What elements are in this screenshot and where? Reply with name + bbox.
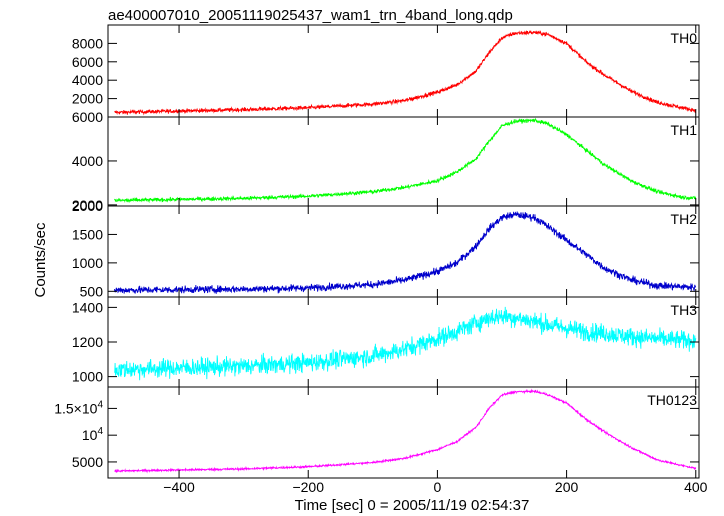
y-tick-label: 1000 xyxy=(72,369,103,385)
y-tick-label: 104 xyxy=(82,426,104,443)
panel-th2: 500 1000 1500 2000 TH2 xyxy=(72,198,700,299)
panel-frame xyxy=(107,386,700,479)
panel-th3: 1000 1200 1400 TH3 xyxy=(72,296,700,388)
series-line-th2 xyxy=(114,211,697,294)
series-name-th1: TH1 xyxy=(671,122,698,138)
series-line-th0123 xyxy=(114,388,697,474)
y-tick-label: 1.5×104 xyxy=(54,399,103,416)
x-tick-label: 0 xyxy=(434,479,442,495)
y-tick-label: 2000 xyxy=(72,91,103,107)
x-tick-label: 200 xyxy=(555,479,579,495)
x-axis: −400 −200 0 200 400 xyxy=(163,479,707,495)
panel-frame xyxy=(107,24,700,118)
y-tick-label: 4000 xyxy=(72,153,103,169)
y-tick-label: 5000 xyxy=(72,454,103,470)
y-tick-label: 1400 xyxy=(72,299,103,315)
y-tick-label: 8000 xyxy=(72,35,103,51)
series-line-th0 xyxy=(114,30,697,116)
y-tick-label: 6000 xyxy=(72,54,103,70)
series-line-th3 xyxy=(114,306,697,381)
series-name-th0: TH0 xyxy=(671,30,698,46)
panel-th0: 2000 4000 6000 8000 TH0 xyxy=(72,24,700,118)
x-axis-label: Time [sec] 0 = 2005/11/19 02:54:37 xyxy=(295,497,530,514)
chart-title: ae400007010_20051119025437_wam1_trn_4ban… xyxy=(108,7,513,24)
y-tick-label: 4000 xyxy=(72,72,103,88)
y-tick-label: 6000 xyxy=(72,109,103,125)
series-name-th0123: TH0123 xyxy=(647,392,697,408)
series-line-th1 xyxy=(114,117,697,204)
y-tick-label: 2000 xyxy=(72,197,103,213)
x-tick-label: −200 xyxy=(292,479,324,495)
panel-th1: 2000 4000 6000 TH1 xyxy=(72,109,700,213)
y-tick-label: 2000 xyxy=(72,198,103,214)
y-tick-label: 1200 xyxy=(72,334,103,350)
y-axis-label: Counts/sec xyxy=(32,222,49,298)
panel-frame xyxy=(107,116,700,207)
y-tick-label: 500 xyxy=(80,283,104,299)
panel-frame xyxy=(107,205,700,298)
panel-th0123: 5000 104 1.5×104 TH0123 xyxy=(54,386,700,479)
series-name-th2: TH2 xyxy=(671,211,698,227)
x-tick-label: −400 xyxy=(163,479,195,495)
y-tick-label: 1500 xyxy=(72,226,103,242)
y-tick-label: 1000 xyxy=(72,255,103,271)
series-name-th3: TH3 xyxy=(671,302,698,318)
x-tick-label: 400 xyxy=(684,479,708,495)
